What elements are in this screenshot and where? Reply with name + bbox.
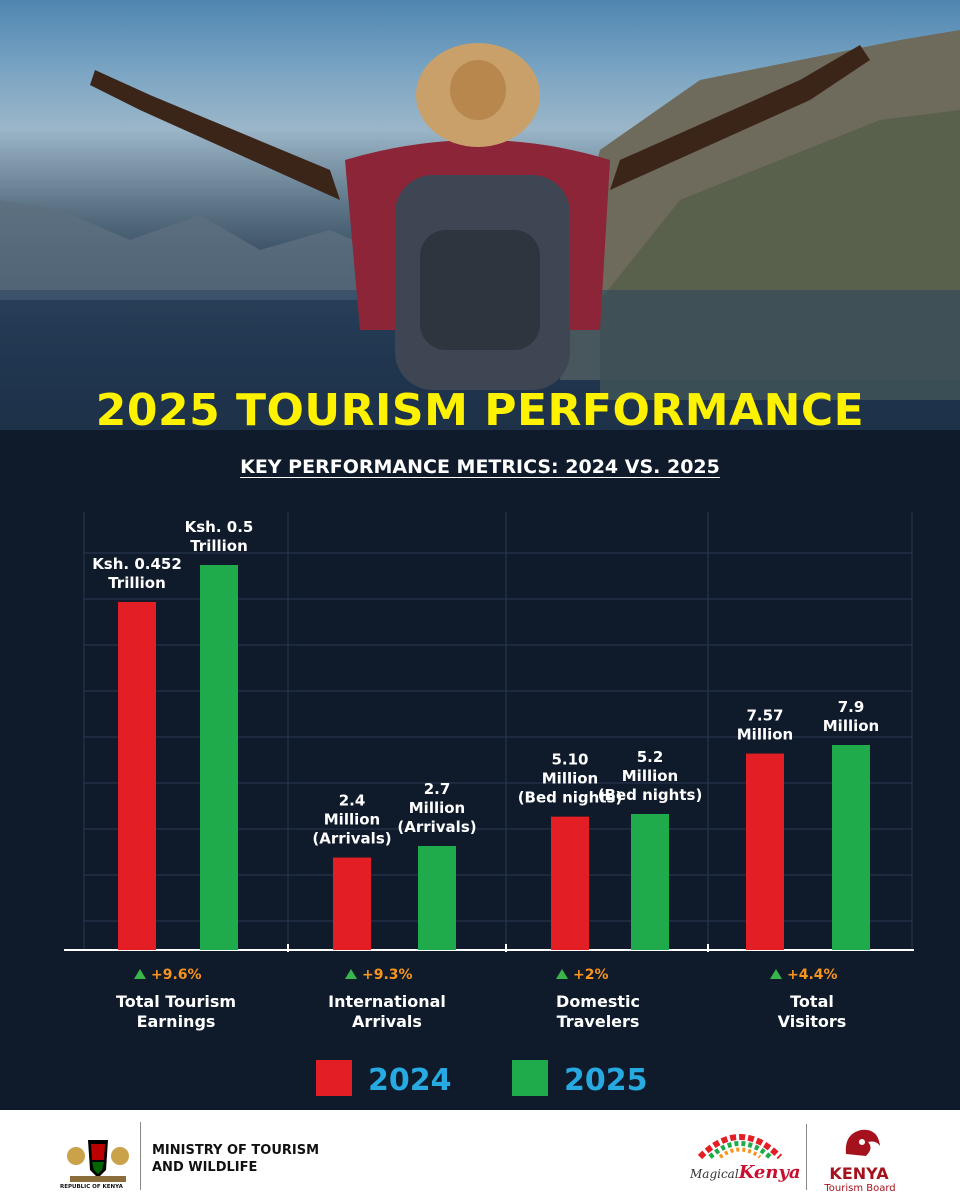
- board-subtitle: Tourism Board: [824, 1183, 896, 1194]
- data-label-2025-arrivals: Million: [409, 799, 465, 817]
- category-label-visitors: Visitors: [778, 1012, 847, 1031]
- data-label-2024-arrivals: 2.4: [339, 792, 366, 810]
- change-label-earnings: +9.6%: [151, 967, 202, 983]
- data-label-2024-domestic: 5.10: [551, 751, 588, 769]
- category-label-domestic: Domestic: [556, 992, 640, 1011]
- data-label-2024-arrivals: (Arrivals): [312, 830, 391, 848]
- hero-photo: [0, 0, 960, 430]
- data-label-2024-earnings: Trillion: [108, 574, 166, 592]
- magical-kenya-wordmark: MagicalKenya: [690, 1162, 801, 1183]
- category-label-earnings: Total Tourism: [116, 992, 236, 1011]
- ministry-name: MINISTRY OF TOURISM AND WILDLIFE: [152, 1142, 372, 1176]
- bar-2024-arrivals: [333, 857, 371, 950]
- data-label-2025-domestic: Million: [622, 767, 678, 785]
- magical-brand: Kenya: [738, 1162, 801, 1183]
- category-label-visitors: Total: [790, 992, 834, 1011]
- data-label-2025-domestic: 5.2: [637, 748, 664, 766]
- data-label-2025-earnings: Ksh. 0.5: [185, 518, 254, 536]
- lion-logo-icon: [845, 1129, 880, 1156]
- up-arrow-icon: [134, 969, 146, 979]
- data-label-2025-arrivals: (Arrivals): [397, 818, 476, 836]
- data-label-2025-earnings: Trillion: [190, 537, 248, 555]
- bar-2025-domestic: [631, 814, 669, 950]
- up-arrow-icon: [556, 969, 568, 979]
- data-label-2024-earnings: Ksh. 0.452: [92, 555, 182, 573]
- bar-2024-visitors: [746, 753, 784, 950]
- legend-swatch-2024: [316, 1060, 352, 1096]
- category-label-earnings: Earnings: [137, 1012, 216, 1031]
- change-label-visitors: +4.4%: [787, 967, 838, 983]
- coat-of-arms-icon: [67, 1140, 129, 1182]
- bar-2024-domestic: [551, 816, 589, 950]
- data-label-2024-visitors: Million: [737, 726, 793, 744]
- ministry-line-2: AND WILDLIFE: [152, 1160, 258, 1175]
- logo-divider: [806, 1124, 807, 1190]
- footer-divider: [140, 1122, 141, 1190]
- legend-swatch-2025: [512, 1060, 548, 1096]
- bar-2025-visitors: [832, 745, 870, 950]
- legend-label-2024: 2024: [368, 1063, 452, 1098]
- change-label-domestic: +2%: [573, 967, 609, 983]
- data-label-2025-visitors: Million: [823, 717, 879, 735]
- bar-2025-arrivals: [418, 846, 456, 950]
- change-label-arrivals: +9.3%: [362, 967, 413, 983]
- legend-label-2025: 2025: [564, 1063, 648, 1098]
- category-label-domestic: Travelers: [557, 1012, 640, 1031]
- footer: REPUBLIC OF KENYA MINISTRY OF TOURISM AN…: [0, 1110, 960, 1200]
- bar-2024-earnings: [118, 601, 156, 950]
- category-label-arrivals: Arrivals: [352, 1012, 422, 1031]
- data-label-2025-visitors: 7.9: [838, 698, 865, 716]
- data-label-2025-arrivals: 2.7: [424, 780, 451, 798]
- data-label-2024-domestic: (Bed nights): [518, 789, 623, 807]
- magical-kenya-logo-icon: [697, 1134, 783, 1160]
- data-label-2024-arrivals: Million: [324, 811, 380, 829]
- up-arrow-icon: [770, 969, 782, 979]
- page-subtitle: KEY PERFORMANCE METRICS: 2024 VS. 2025: [240, 456, 720, 478]
- page-title: 2025 TOURISM PERFORMANCE: [95, 385, 865, 436]
- ministry-line-1: MINISTRY OF TOURISM: [152, 1143, 320, 1158]
- magical-prefix: Magical: [690, 1167, 739, 1181]
- up-arrow-icon: [345, 969, 357, 979]
- bar-2025-earnings: [200, 565, 238, 950]
- data-label-2025-domestic: (Bed nights): [598, 786, 703, 804]
- data-label-2024-domestic: Million: [542, 770, 598, 788]
- category-label-arrivals: International: [328, 992, 446, 1011]
- emblem-caption: REPUBLIC OF KENYA: [60, 1184, 123, 1190]
- board-title: KENYA: [829, 1164, 889, 1183]
- data-label-2024-visitors: 7.57: [746, 707, 783, 725]
